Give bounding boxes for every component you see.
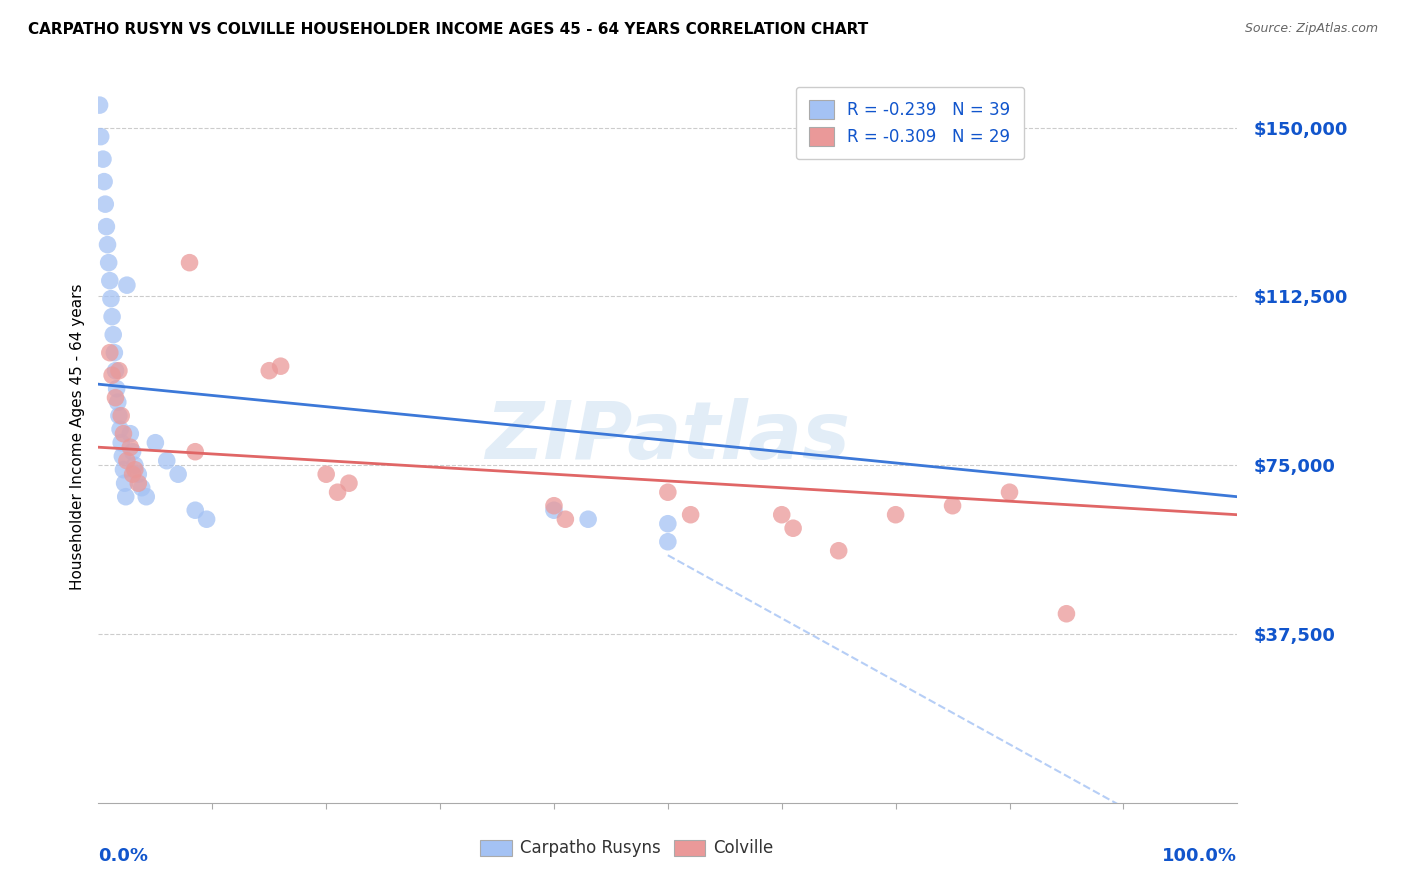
- Point: [101, 368, 124, 383]
- Point: [114, 490, 136, 504]
- Text: 0.0%: 0.0%: [98, 847, 149, 864]
- Point: [131, 481, 153, 495]
- Point: [884, 508, 907, 522]
- Point: [315, 467, 337, 482]
- Point: [93, 175, 115, 189]
- Point: [124, 463, 146, 477]
- Point: [121, 444, 143, 458]
- Point: [108, 422, 131, 436]
- Text: Carpatho Rusyns: Carpatho Rusyns: [520, 839, 661, 857]
- Point: [135, 490, 157, 504]
- Point: [111, 449, 134, 463]
- Y-axis label: Householder Income Ages 45 - 64 years: Householder Income Ages 45 - 64 years: [69, 284, 84, 591]
- Text: ZIPatlas: ZIPatlas: [485, 398, 851, 476]
- Point: [105, 382, 128, 396]
- Point: [998, 485, 1021, 500]
- Point: [657, 534, 679, 549]
- Point: [942, 499, 965, 513]
- Text: Colville: Colville: [713, 839, 773, 857]
- Point: [337, 476, 360, 491]
- Point: [657, 485, 679, 500]
- Point: [97, 255, 120, 269]
- Point: [108, 409, 131, 423]
- Point: [104, 391, 127, 405]
- Point: [96, 237, 118, 252]
- Point: [326, 485, 349, 500]
- Point: [156, 453, 179, 467]
- Point: [145, 435, 167, 450]
- Point: [259, 364, 281, 378]
- Point: [543, 503, 565, 517]
- Point: [184, 503, 207, 517]
- Point: [115, 453, 138, 467]
- Point: [120, 426, 142, 441]
- Point: [127, 476, 149, 491]
- Point: [270, 359, 292, 374]
- Point: [184, 444, 207, 458]
- Point: [124, 458, 146, 473]
- Point: [679, 508, 702, 522]
- Point: [110, 409, 132, 423]
- Point: [554, 512, 576, 526]
- Point: [115, 278, 138, 293]
- Point: [112, 426, 135, 441]
- Point: [98, 345, 121, 359]
- Text: CARPATHO RUSYN VS COLVILLE HOUSEHOLDER INCOME AGES 45 - 64 YEARS CORRELATION CHA: CARPATHO RUSYN VS COLVILLE HOUSEHOLDER I…: [28, 22, 869, 37]
- Point: [103, 345, 125, 359]
- Point: [770, 508, 793, 522]
- Point: [107, 395, 129, 409]
- Point: [179, 255, 201, 269]
- Point: [576, 512, 599, 526]
- Point: [828, 543, 851, 558]
- Point: [1054, 607, 1078, 621]
- Point: [127, 467, 149, 482]
- Point: [167, 467, 190, 482]
- Point: [94, 197, 117, 211]
- Point: [98, 274, 121, 288]
- Point: [96, 219, 118, 234]
- Point: [100, 292, 122, 306]
- Point: [101, 310, 124, 324]
- Point: [195, 512, 218, 526]
- Point: [91, 152, 114, 166]
- Legend: R = -0.239   N = 39, R = -0.309   N = 29: R = -0.239 N = 39, R = -0.309 N = 29: [796, 87, 1024, 160]
- Point: [112, 463, 135, 477]
- Text: 100.0%: 100.0%: [1163, 847, 1237, 864]
- Point: [657, 516, 679, 531]
- Point: [110, 435, 132, 450]
- Point: [120, 440, 142, 454]
- Text: Source: ZipAtlas.com: Source: ZipAtlas.com: [1244, 22, 1378, 36]
- Bar: [673, 840, 706, 856]
- Point: [103, 327, 125, 342]
- Point: [543, 499, 565, 513]
- Point: [108, 364, 131, 378]
- Point: [114, 476, 136, 491]
- Point: [782, 521, 804, 535]
- Point: [89, 98, 111, 112]
- Point: [121, 467, 143, 482]
- Point: [90, 129, 112, 144]
- Bar: [479, 840, 512, 856]
- Point: [104, 364, 127, 378]
